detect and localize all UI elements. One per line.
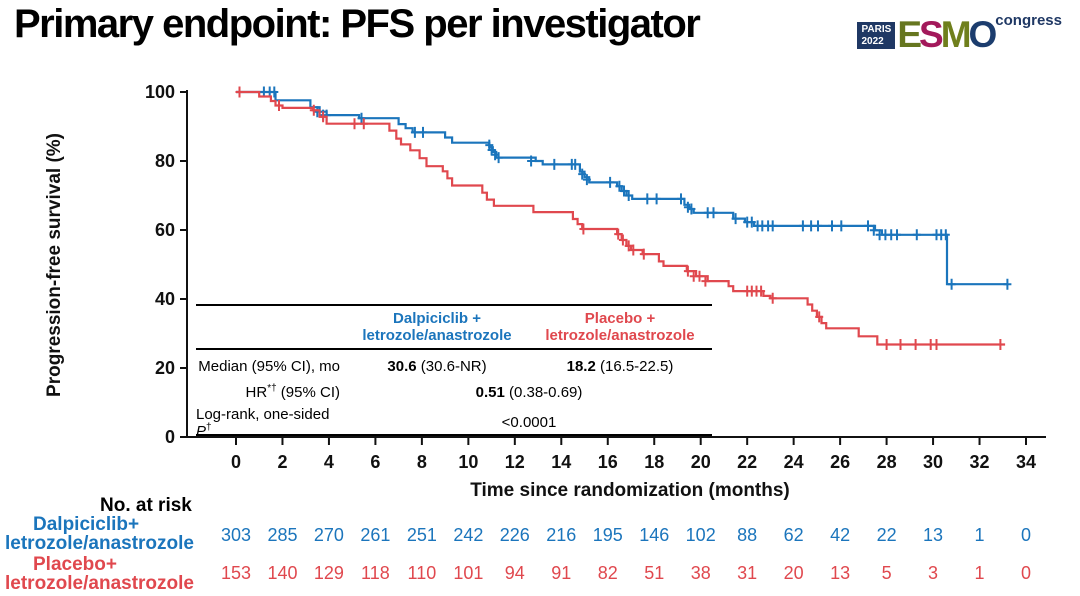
risk-count: 251	[406, 525, 437, 545]
paris-badge-line2: 2022	[861, 35, 884, 47]
y-axis-title: Progression-free survival (%)	[44, 133, 65, 397]
risk-count: 51	[644, 563, 665, 583]
risk-count: 13	[830, 563, 851, 583]
censor-marks-dalpiciclib	[259, 86, 1012, 290]
risk-count: 88	[737, 525, 758, 545]
risk-count: 38	[690, 563, 711, 583]
y-tick-label: 80	[155, 151, 175, 171]
x-tick-label: 34	[1016, 452, 1036, 472]
risk-count: 110	[407, 563, 437, 583]
risk-count: 226	[499, 525, 530, 545]
risk-count: 1	[974, 525, 985, 545]
x-tick-label: 30	[923, 452, 943, 472]
statistics-inset-table: Dalpiciclib + letrozole/anastrozole Plac…	[196, 304, 712, 440]
esmo-letter: O	[968, 14, 998, 55]
risk-count: 285	[267, 525, 298, 545]
risk-label-dalpiciclib: Dalpiciclib+ letrozole/anastrozole	[5, 514, 194, 554]
x-tick-label: 2	[277, 452, 287, 472]
x-tick-label: 28	[877, 452, 897, 472]
median-placebo-value: 18.2 (16.5-22.5)	[566, 358, 674, 375]
esmo-wordmark: ESMO	[897, 14, 998, 55]
censor-marks-placebo	[235, 86, 1005, 350]
hazard-ratio-row: HR*† (95% CI) 0.51 (0.38-0.69)	[196, 380, 712, 406]
inset-header-placebo: Placebo + letrozole/anastrozole	[545, 310, 695, 345]
risk-count: 82	[597, 563, 618, 583]
risk-count: 216	[546, 525, 577, 545]
page-title: Primary endpoint: PFS per investigator	[14, 2, 701, 46]
x-tick-label: 14	[551, 452, 571, 472]
x-tick-label: 24	[784, 452, 804, 472]
x-tick-label: 4	[324, 452, 334, 472]
hazard-ratio-label: HR*† (95% CI)	[245, 383, 340, 402]
no-at-risk-header: No. at risk	[100, 495, 192, 516]
risk-count: 62	[783, 525, 804, 545]
risk-count: 261	[360, 525, 391, 545]
esmo-letter: E	[897, 14, 922, 55]
risk-count: 118	[361, 563, 390, 583]
inset-header-dalpiciclib: Dalpiciclib + letrozole/anastrozole	[362, 310, 512, 345]
x-axis-title: Time since randomization (months)	[470, 480, 790, 501]
x-tick-label: 8	[417, 452, 427, 472]
risk-count: 303	[220, 525, 252, 545]
risk-count: 242	[453, 525, 484, 545]
risk-count: 153	[220, 563, 252, 583]
risk-count: 31	[737, 563, 758, 583]
x-tick-label: 10	[458, 452, 478, 472]
x-tick-label: 12	[505, 452, 525, 472]
x-tick-label: 26	[830, 452, 850, 472]
risk-count: 1	[974, 563, 985, 583]
x-tick-label: 32	[970, 452, 990, 472]
log-rank-label: Log-rank, one-sided P†	[196, 405, 330, 440]
risk-count: 101	[453, 563, 484, 583]
esmo-letter: M	[940, 14, 972, 55]
y-tick-label: 60	[155, 220, 175, 240]
risk-count: 13	[923, 525, 944, 545]
hazard-ratio-value: 0.51 (0.38-0.69)	[475, 384, 583, 401]
log-rank-value: <0.0001	[501, 414, 557, 431]
esmo-letter: S	[919, 14, 944, 55]
risk-count: 102	[685, 525, 716, 545]
y-tick-label: 0	[165, 427, 175, 447]
y-tick-label: 40	[155, 289, 175, 309]
risk-count: 94	[504, 563, 525, 583]
risk-label-placebo: Placebo+ letrozole/anastrozole	[5, 554, 194, 594]
risk-count: 270	[313, 525, 344, 545]
risk-count: 0	[1020, 563, 1031, 583]
km-curve-dalpiciclib	[236, 90, 1008, 286]
median-dalpiciclib-value: 30.6 (30.6-NR)	[387, 358, 487, 375]
x-tick-label: 16	[598, 452, 618, 472]
median-row: Median (95% CI), mo 30.6 (30.6-NR) 18.2 …	[196, 354, 712, 380]
esmo-congress-logo: PARIS 2022 ESMO congress	[857, 8, 1062, 53]
risk-count: 91	[551, 563, 572, 583]
risk-count: 129	[313, 563, 344, 583]
y-tick-label: 20	[155, 358, 175, 378]
log-rank-row: Log-rank, one-sided P† <0.0001	[196, 406, 712, 440]
x-tick-label: 22	[737, 452, 757, 472]
risk-count: 5	[881, 563, 892, 583]
inset-header-row: Dalpiciclib + letrozole/anastrozole Plac…	[196, 306, 712, 350]
median-label: Median (95% CI), mo	[198, 358, 340, 375]
risk-count: 20	[783, 563, 804, 583]
paris-badge-line1: PARIS	[861, 24, 892, 35]
x-tick-label: 18	[644, 452, 664, 472]
risk-count: 3	[928, 563, 939, 583]
congress-label: congress	[995, 12, 1062, 29]
number-at-risk-table: No. at risk Dalpiciclib+ letrozole/anast…	[0, 495, 1080, 596]
x-tick-label: 6	[370, 452, 380, 472]
risk-count: 42	[830, 525, 851, 545]
risk-count: 195	[592, 525, 623, 545]
risk-count: 0	[1020, 525, 1031, 545]
x-tick-label: 0	[231, 452, 241, 472]
risk-count: 140	[267, 563, 298, 583]
risk-count: 146	[639, 525, 670, 545]
paris-2022-badge: PARIS 2022	[857, 22, 896, 49]
y-tick-label: 100	[145, 82, 175, 102]
x-tick-label: 20	[691, 452, 711, 472]
risk-count: 22	[876, 525, 897, 545]
